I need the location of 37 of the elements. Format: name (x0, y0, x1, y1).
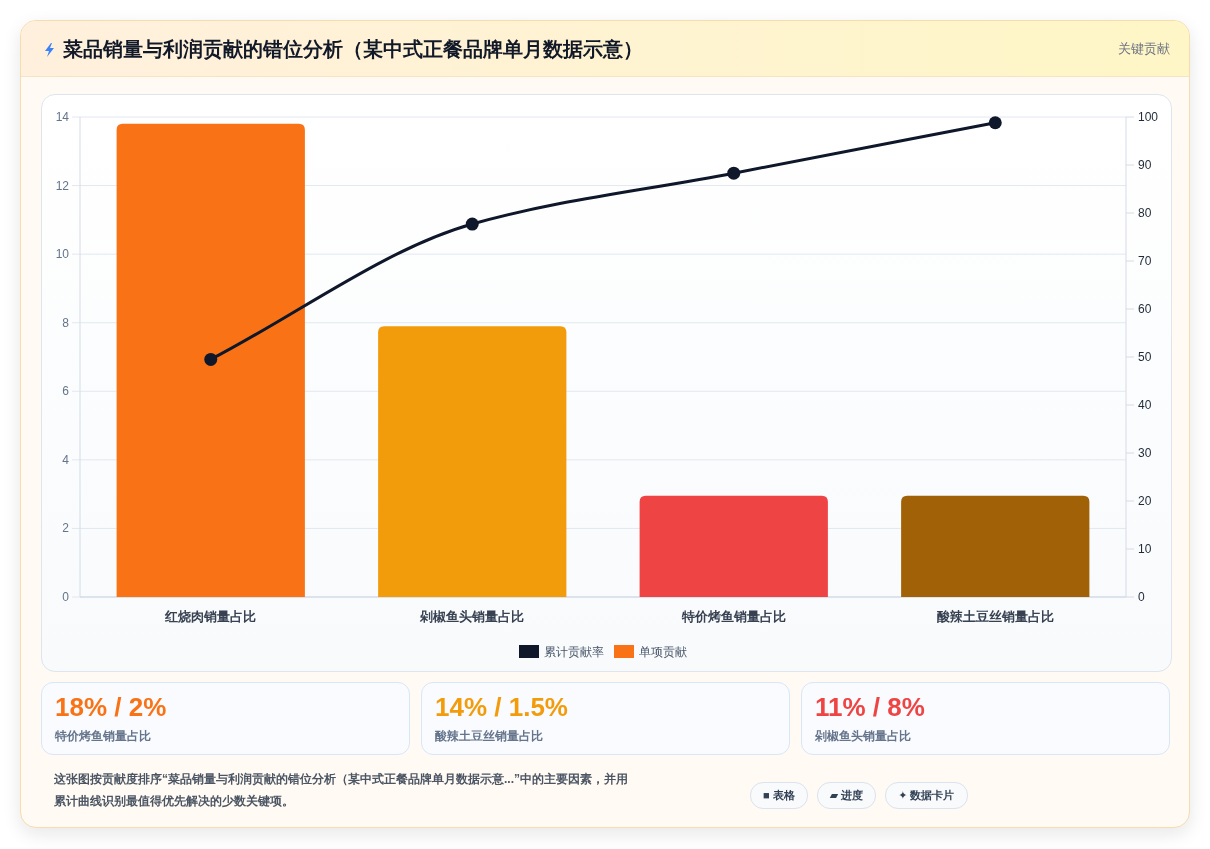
x-tick: 酸辣土豆丝销量占比 (936, 609, 1054, 624)
text: ■ 表格 (750, 782, 808, 809)
y-tick: 4 (62, 452, 69, 467)
y2-tick: 90 (1138, 158, 1152, 172)
y-tick: 0 (62, 590, 69, 604)
y-tick: 8 (62, 315, 69, 330)
text: 11% / 8% (815, 692, 925, 723)
legend-label: 累计贡献率 (544, 645, 604, 659)
y2-tick: 60 (1138, 302, 1152, 316)
x-tick: 红烧肉销量占比 (165, 609, 257, 624)
y2-tick: 50 (1138, 350, 1152, 364)
x-tick: 特价烤鱼销量占比 (681, 609, 786, 624)
y-tick: 14 (55, 110, 69, 124)
y2-tick: 30 (1138, 446, 1152, 460)
x-tick: 剁椒鱼头销量占比 (420, 609, 525, 624)
text: 酸辣土豆丝销量占比 (435, 728, 543, 745)
y-tick: 10 (55, 247, 69, 262)
text: ✦ 数据卡片 (885, 782, 968, 809)
text: 14% / 1.5% (435, 692, 568, 723)
y2-tick: 20 (1138, 494, 1152, 508)
text: 关键贡献 (1118, 40, 1170, 58)
text: ▰ 进度 (816, 782, 877, 809)
y2-tick: 70 (1138, 254, 1152, 268)
y2-tick: 40 (1138, 398, 1152, 412)
chart-title: 菜品销量与利润贡献的错位分析（某中式正餐品牌单月数据示意） (63, 37, 643, 62)
y2-tick: 80 (1138, 206, 1152, 220)
y2-tick: 10 (1138, 542, 1152, 556)
text: 这张图按贡献度排序“菜品销量与利润贡献的错位分析（某中式正餐品牌单月数据示意...”中的主要因素，并用累计曲线识别最值得优先解决的少数关键项。 (54, 771, 629, 810)
text: 特价烤鱼销量占比 (55, 728, 151, 745)
text: 18% / 2% (55, 692, 167, 723)
y-tick: 2 (62, 521, 69, 536)
y-tick: 6 (62, 384, 69, 399)
y2-tick: 0 (1138, 590, 1145, 604)
y-tick: 12 (55, 178, 69, 193)
legend-label: 单项贡献 (639, 645, 687, 659)
y2-tick: 100 (1138, 110, 1159, 124)
text: 剁椒鱼头销量占比 (815, 728, 911, 745)
